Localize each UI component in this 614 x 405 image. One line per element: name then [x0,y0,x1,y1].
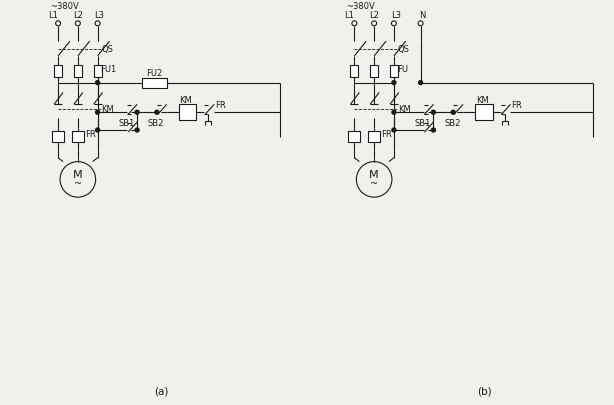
Bar [94,65,101,77]
Text: FR: FR [381,130,392,139]
Circle shape [419,81,422,85]
Text: N: N [419,11,426,20]
Text: L1: L1 [344,11,354,20]
Text: SB1: SB1 [414,119,431,128]
Circle shape [96,128,99,132]
Text: (b): (b) [478,387,492,397]
Text: ~380V: ~380V [346,2,375,11]
Text: KM: KM [101,105,114,114]
Text: L2: L2 [369,11,379,20]
Bar [74,65,82,77]
Text: FU2: FU2 [146,69,163,78]
Text: ~380V: ~380V [50,2,79,11]
Text: KM: KM [398,105,411,114]
Bar [390,65,398,77]
Text: KM: KM [476,96,489,105]
Circle shape [432,110,435,114]
Text: (a): (a) [155,387,169,397]
Text: L3: L3 [391,11,401,20]
Text: SB1: SB1 [118,119,134,128]
Text: M: M [73,171,83,181]
Circle shape [451,110,455,114]
Text: QS: QS [398,45,410,53]
Circle shape [432,128,435,132]
Circle shape [135,128,139,132]
Bar [370,65,378,77]
Text: L2: L2 [73,11,83,20]
Circle shape [96,110,99,114]
Circle shape [392,128,396,132]
Text: FR: FR [511,101,523,110]
Circle shape [392,110,396,114]
Text: L1: L1 [49,11,58,20]
Bar [368,131,380,142]
Text: SB2: SB2 [148,119,164,128]
Bar [52,131,64,142]
Text: ~: ~ [74,179,82,189]
Circle shape [155,110,159,114]
Bar [142,78,167,87]
Text: FR: FR [85,130,96,139]
Bar [72,131,84,142]
Bar [54,65,62,77]
Text: L3: L3 [95,11,104,20]
Text: ~: ~ [370,179,378,189]
Text: SB2: SB2 [444,119,460,128]
Bar [475,104,492,120]
Text: FU1: FU1 [101,65,117,74]
Text: FU: FU [397,65,408,74]
Circle shape [392,81,396,85]
Text: KM: KM [179,96,192,105]
Text: QS: QS [101,45,114,53]
Bar [179,104,196,120]
Circle shape [135,110,139,114]
Text: FR: FR [215,101,226,110]
Text: M: M [370,171,379,181]
Bar [349,131,360,142]
Bar [351,65,359,77]
Circle shape [96,81,99,85]
